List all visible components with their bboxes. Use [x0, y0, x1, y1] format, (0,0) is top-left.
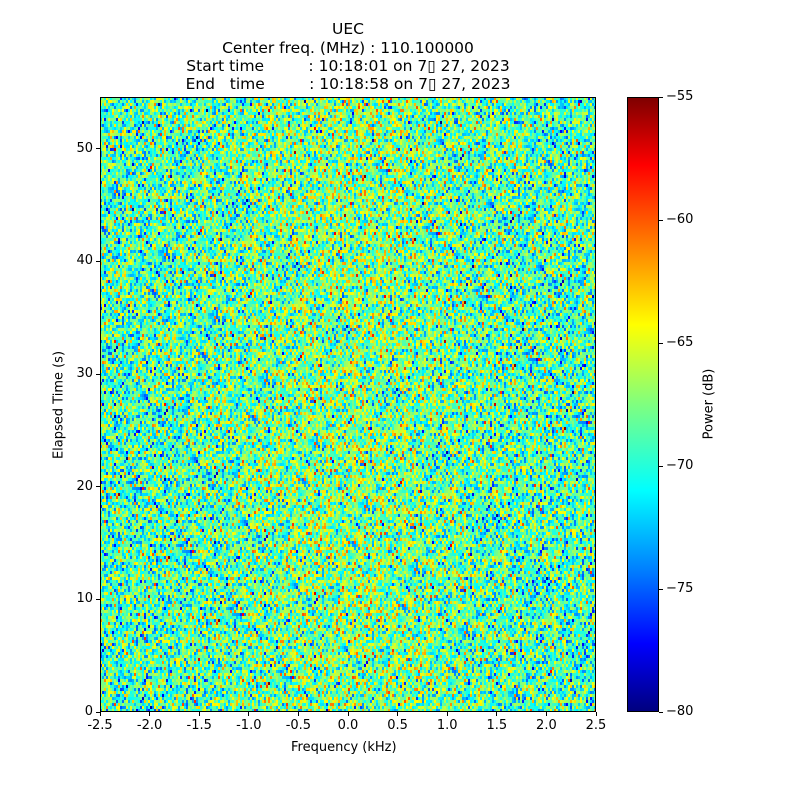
- y-tick-label: 0: [84, 704, 93, 719]
- title-line-4: End time : 10:18:58 on 7▯ 27, 2023: [185, 75, 511, 93]
- colorbar-tick-label: −75: [666, 581, 694, 596]
- colorbar-tick-label: −60: [666, 212, 694, 227]
- x-tick-mark: [595, 712, 597, 716]
- colorbar-tick-mark: [659, 342, 663, 344]
- x-tick-label: 0.5: [387, 718, 408, 733]
- y-axis-label: Elapsed Time (s): [51, 350, 67, 460]
- x-tick-label: 2.5: [585, 718, 607, 733]
- colorbar-tick-mark: [659, 465, 663, 467]
- y-tick-label: 20: [76, 478, 93, 494]
- x-tick-label: -1.5: [186, 718, 212, 733]
- x-tick-label: 0.0: [337, 718, 359, 733]
- y-tick-mark: [96, 148, 100, 150]
- x-tick-label: -2.5: [87, 718, 113, 733]
- x-tick-mark: [297, 712, 299, 716]
- x-tick-mark: [198, 712, 200, 716]
- x-tick-mark: [397, 712, 399, 716]
- title-line-3: Start time : 10:18:01 on 7▯ 27, 2023: [186, 57, 510, 75]
- y-tick-mark: [96, 373, 100, 375]
- x-tick-label: 2.0: [536, 718, 557, 733]
- colorbar-tick-label: −55: [666, 89, 694, 104]
- y-tick-label: 10: [76, 591, 93, 607]
- title-line-1: UEC: [332, 20, 364, 38]
- colorbar-label: Power (dB): [701, 368, 717, 440]
- x-axis-label: Frequency (kHz): [291, 740, 397, 755]
- title-line-2: Center freq. (MHz) : 110.100000: [222, 39, 474, 57]
- x-tick-label: 1.0: [436, 718, 458, 733]
- colorbar-tick-label: −80: [666, 704, 694, 719]
- x-tick-mark: [248, 712, 250, 716]
- y-tick-mark: [96, 260, 100, 262]
- x-tick-mark: [446, 712, 448, 716]
- plot-frame: [100, 97, 596, 712]
- colorbar-tick-mark: [659, 588, 663, 590]
- x-tick-label: -2.0: [136, 718, 163, 733]
- x-tick-mark: [545, 712, 547, 716]
- colorbar-tick-label: −65: [666, 335, 694, 350]
- y-tick-mark: [96, 486, 100, 488]
- colorbar-tick-mark: [659, 96, 663, 98]
- colorbar-tick-label: −70: [666, 458, 694, 473]
- x-tick-mark: [496, 712, 498, 716]
- x-tick-label: 1.5: [486, 718, 508, 733]
- y-tick-label: 40: [76, 253, 93, 269]
- x-tick-mark: [149, 712, 151, 716]
- y-tick-mark: [96, 711, 100, 713]
- y-tick-label: 50: [76, 140, 93, 156]
- y-tick-mark: [96, 598, 100, 600]
- spectrogram-heatmap: [100, 97, 596, 712]
- x-tick-label: -0.5: [285, 718, 312, 733]
- colorbar: [627, 97, 659, 712]
- y-tick-label: 30: [76, 366, 93, 382]
- x-tick-mark: [99, 712, 101, 716]
- colorbar-tick-mark: [659, 219, 663, 221]
- x-tick-label: -1.0: [236, 718, 262, 733]
- colorbar-tick-mark: [659, 711, 663, 713]
- x-tick-mark: [347, 712, 349, 716]
